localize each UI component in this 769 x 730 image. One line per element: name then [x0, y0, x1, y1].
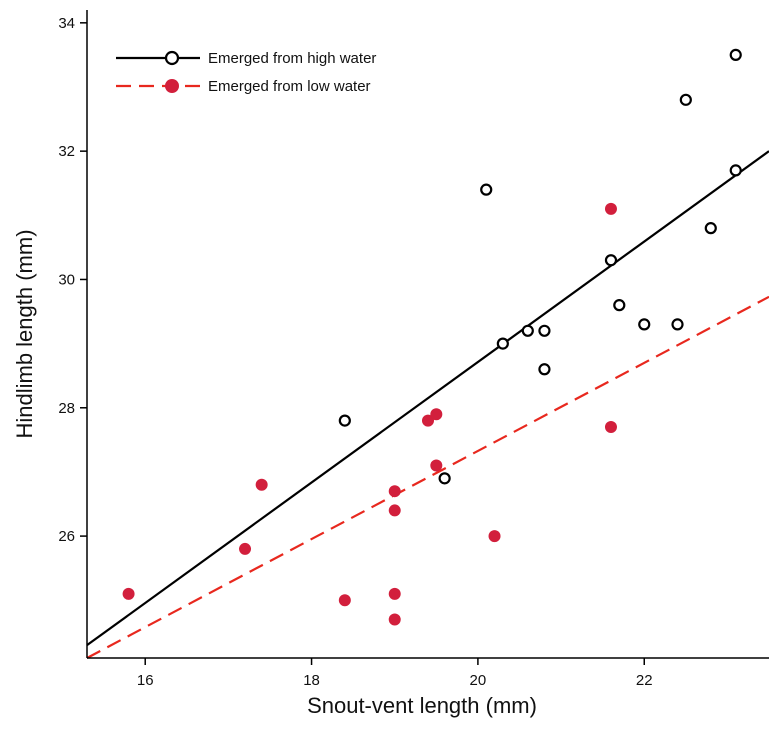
- point-high-water: [613, 299, 626, 312]
- x-axis-ticks: 16 18 20 22: [137, 658, 653, 689]
- point-low-water: [430, 408, 443, 421]
- y-axis-title: Hindlimb length (mm): [12, 229, 37, 438]
- point-low-water: [422, 414, 434, 427]
- point-high-water: [679, 93, 692, 106]
- point-high-water: [729, 164, 742, 177]
- point-low-water: [388, 504, 401, 517]
- x-tick-label: 18: [303, 672, 320, 689]
- data-points: [122, 48, 742, 626]
- x-tick-label: 16: [137, 672, 154, 689]
- y-tick-label: 28: [58, 400, 75, 417]
- point-low-water: [338, 594, 351, 607]
- point-high-water: [538, 324, 551, 337]
- y-tick-label: 32: [58, 143, 75, 160]
- point-low-water: [604, 202, 617, 215]
- legend: Emerged from high water Emerged from low…: [116, 50, 376, 95]
- y-tick-label: 34: [58, 15, 75, 32]
- x-tick-label: 22: [636, 672, 653, 689]
- point-low-water: [388, 485, 401, 498]
- point-low-water: [604, 421, 617, 434]
- point-low-water: [255, 478, 268, 491]
- point-low-water: [239, 542, 252, 555]
- point-high-water: [538, 363, 551, 376]
- legend-marker-high-water: [164, 50, 180, 66]
- axes: [86, 10, 769, 659]
- fit-line-high-water: [86, 150, 769, 647]
- y-tick-label: 30: [58, 271, 75, 288]
- point-high-water: [729, 48, 742, 62]
- point-high-water: [438, 472, 451, 485]
- point-high-water: [496, 337, 509, 350]
- point-low-water: [388, 587, 401, 600]
- point-low-water: [488, 530, 501, 543]
- legend-marker-low-water: [165, 79, 179, 93]
- point-high-water: [638, 318, 651, 331]
- y-axis-ticks: 26 28 30 32 34: [58, 15, 87, 545]
- fit-line-low-water: [86, 295, 769, 659]
- point-high-water: [338, 414, 351, 427]
- point-high-water: [671, 318, 684, 331]
- point-low-water: [430, 459, 443, 472]
- fit-lines: [86, 150, 769, 659]
- x-tick-label: 20: [470, 672, 487, 689]
- point-low-water: [122, 587, 135, 600]
- y-tick-label: 26: [58, 528, 75, 545]
- point-high-water: [704, 222, 717, 235]
- point-low-water: [388, 613, 401, 626]
- point-high-water: [604, 254, 618, 267]
- point-high-water: [521, 324, 534, 337]
- legend-label-high-water: Emerged from high water: [208, 50, 376, 67]
- x-axis-title: Snout-vent length (mm): [307, 693, 537, 718]
- legend-label-low-water: Emerged from low water: [208, 78, 371, 95]
- point-high-water: [480, 183, 493, 196]
